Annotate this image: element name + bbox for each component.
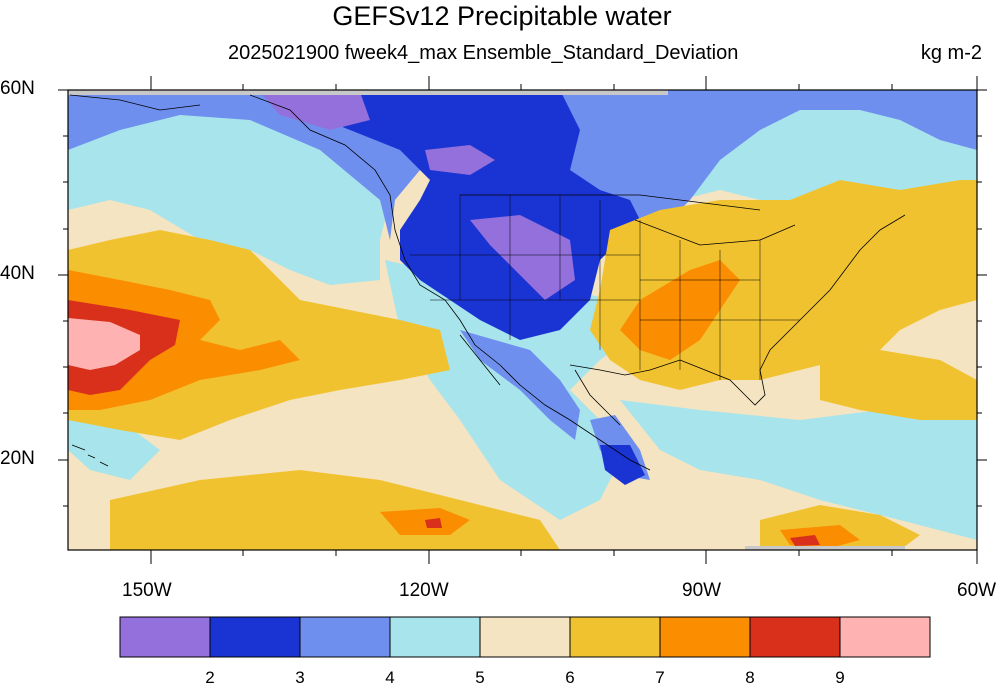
missing-data-strip: [68, 90, 668, 95]
legend-swatch: [659, 616, 751, 658]
lat-label-40n: 40N: [0, 263, 35, 284]
lon-label-90w: 90W: [682, 580, 722, 601]
legend-swatch: [479, 616, 571, 658]
orange-region: [380, 508, 470, 535]
legend-swatch: [749, 616, 841, 658]
light-cyan-region: [620, 400, 977, 540]
legend-tick-label: 6: [565, 668, 574, 684]
purple-region: [425, 145, 495, 175]
legend-swatch: [299, 616, 391, 658]
red-region: [790, 535, 820, 546]
legend-swatch: [209, 616, 301, 658]
field-layer: [68, 90, 977, 550]
units-label: kg m-2: [920, 42, 982, 64]
legend-swatch: [389, 616, 481, 658]
legend-tick-label: 9: [835, 668, 844, 684]
legend-swatch: [839, 616, 931, 658]
legend-tick-label: 2: [205, 668, 214, 684]
lat-label-60n: 60N: [0, 78, 35, 99]
lon-label-150w: 150W: [122, 580, 172, 601]
legend-tick-label: 7: [655, 668, 664, 684]
legend-swatch: [119, 616, 211, 658]
gold-region: [820, 350, 977, 420]
legend-tick-label: 5: [475, 668, 484, 684]
dark-blue-region: [600, 445, 645, 485]
purple-region: [470, 215, 575, 300]
light-cyan-region: [385, 260, 640, 520]
lat-label-20n: 20N: [0, 448, 35, 469]
missing-data-strip: [745, 546, 905, 550]
tick-marks: [58, 76, 987, 564]
lon-label-120w: 120W: [399, 580, 449, 601]
legend-tick-label: 8: [745, 668, 754, 684]
lon-label-60w: 60W: [957, 580, 997, 601]
red-region: [425, 518, 442, 528]
purple-region: [260, 92, 370, 130]
legend-tick-label: 4: [385, 668, 394, 684]
light-cyan-region: [68, 90, 977, 300]
pink-region: [68, 318, 140, 370]
legend-boxes: [119, 616, 931, 658]
legend-swatch: [569, 616, 661, 658]
map-title: GEFSv12 Precipitable water: [332, 1, 672, 31]
legend-labels: 2 3 4 5 6 7 8 9: [205, 668, 844, 684]
legend-tick-label: 3: [295, 668, 304, 684]
state-borders: [410, 195, 800, 380]
map-subtitle: 2025021900 fweek4_max Ensemble_Standard_…: [228, 42, 739, 64]
plot-frame: [67, 89, 978, 551]
